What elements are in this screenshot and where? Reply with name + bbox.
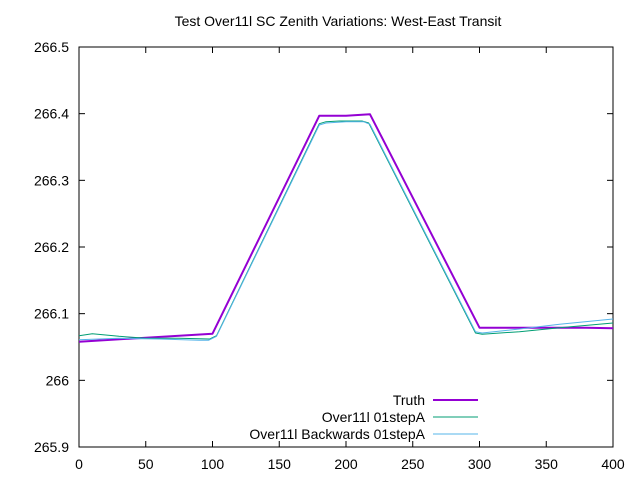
x-tick-label: 250 — [401, 456, 425, 472]
x-tick-label: 300 — [468, 456, 492, 472]
legend-label: Over11l 01stepA — [322, 409, 426, 425]
plot-frame — [78, 46, 614, 448]
y-tick-label: 266.2 — [34, 239, 69, 255]
chart-title: Test Over11l SC Zenith Variations: West-… — [175, 13, 502, 29]
x-tick-label: 400 — [601, 456, 625, 472]
series-line-over11l-backwards-01stepa — [78, 121, 614, 341]
x-tick-label: 0 — [75, 456, 83, 472]
legend-label: Truth — [393, 392, 425, 408]
y-tick-label: 266.1 — [34, 306, 69, 322]
x-tick-label: 200 — [334, 456, 358, 472]
x-tick-label: 350 — [535, 456, 559, 472]
y-tick-label: 266.5 — [34, 39, 69, 55]
y-tick-label: 266.3 — [34, 172, 69, 188]
series-lines — [78, 113, 614, 343]
axis-ticks: 0 50 100 150 200 250 300 350 400 265.9 266 266.1 266… — [34, 39, 625, 472]
series-line-over11l-01stepa — [78, 120, 614, 340]
x-tick-label: 50 — [138, 456, 154, 472]
series-line-truth — [78, 113, 614, 343]
x-tick-label: 100 — [201, 456, 225, 472]
y-tick-label: 266.4 — [34, 106, 69, 122]
legend-label: Over11l Backwards 01stepA — [249, 426, 425, 442]
y-tick-label: 266 — [46, 372, 70, 388]
y-tick-label: 265.9 — [34, 439, 69, 455]
x-tick-label: 150 — [268, 456, 292, 472]
